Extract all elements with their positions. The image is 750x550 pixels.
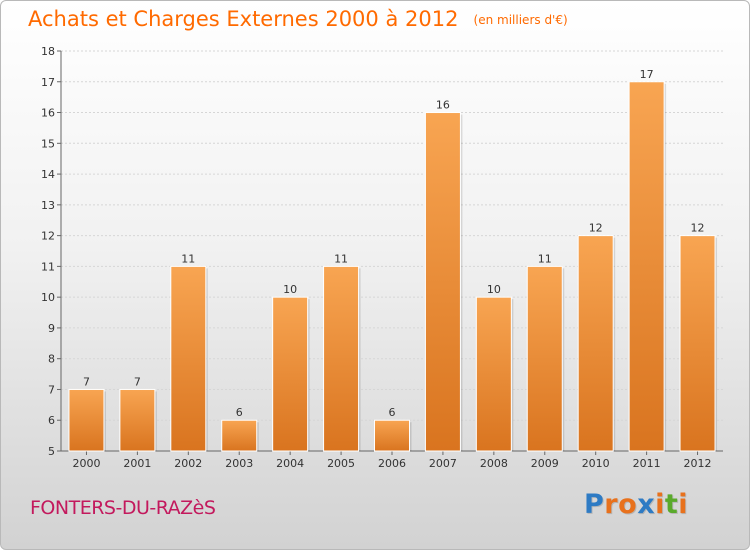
bar	[577, 235, 614, 452]
y-tick-label: 18	[41, 45, 55, 58]
logo-letter: i	[678, 489, 689, 520]
y-tick-label: 14	[41, 168, 55, 181]
bars	[68, 81, 718, 452]
grid-lines	[61, 50, 723, 452]
bar-value-label: 11	[181, 252, 195, 265]
chart-title: Achats et Charges Externes 2000 à 2012 (…	[28, 7, 568, 31]
x-tick-label: 2004	[276, 457, 304, 470]
bar	[68, 388, 105, 452]
bar	[119, 388, 156, 452]
bar-value-label: 17	[640, 68, 654, 81]
x-tick-label: 2001	[123, 457, 151, 470]
x-tick-label: 2002	[174, 457, 202, 470]
x-tick-label: 2010	[582, 457, 610, 470]
logo-letter: P	[584, 489, 605, 520]
bar-value-label: 12	[589, 222, 603, 235]
chart-subtitle: (en milliers d'€)	[473, 13, 568, 27]
x-tick-label: 2012	[684, 457, 712, 470]
bar	[170, 265, 207, 452]
bar	[221, 419, 258, 452]
logo-letter: t	[664, 489, 679, 520]
y-tick-label: 17	[41, 76, 55, 89]
bar	[424, 112, 461, 452]
bar	[272, 296, 309, 452]
bar	[679, 235, 716, 452]
bar-value-label: 10	[283, 283, 297, 296]
x-tick-label: 2011	[633, 457, 661, 470]
y-tick-label: 6	[48, 414, 55, 427]
axes: 5 6 7 8 9 10 11 12 13 14 15 16 17 18 2000 2001 2002 2003 2…	[41, 45, 723, 470]
bar-value-label: 11	[538, 252, 552, 265]
bar-value-label: 7	[83, 375, 90, 388]
bar-value-label: 12	[691, 222, 705, 235]
logo-letter: i	[655, 489, 665, 520]
y-tick-label: 13	[41, 199, 55, 212]
chart-title-text: Achats et Charges Externes 2000 à 2012	[28, 7, 459, 31]
proxiti-logo[interactable]: Proxiti	[584, 489, 688, 520]
x-tick-label: 2007	[429, 457, 457, 470]
logo-letter: r	[604, 489, 619, 520]
bar	[323, 265, 360, 452]
y-tick-label: 11	[41, 260, 55, 273]
logo-letter: x	[637, 489, 656, 520]
labels: 7 7 11 6 10 11 6 16 10 11 12 17 12	[83, 68, 705, 419]
bar	[628, 81, 665, 452]
bar	[526, 265, 563, 452]
x-tick-label: 2006	[378, 457, 406, 470]
x-tick-label: 2008	[480, 457, 508, 470]
bar-value-label: 6	[236, 406, 243, 419]
city-name: FONTERS-DU-RAZèS	[30, 497, 216, 519]
x-tick-label: 2009	[531, 457, 559, 470]
y-tick-label: 8	[48, 353, 55, 366]
bar-value-label: 11	[334, 252, 348, 265]
bar	[374, 419, 410, 452]
y-tick-label: 16	[41, 107, 55, 120]
bar-value-label: 10	[487, 283, 501, 296]
bar-value-label: 16	[436, 99, 450, 112]
x-tick-label: 2000	[72, 457, 100, 470]
y-tick-label: 10	[41, 291, 55, 304]
x-tick-label: 2003	[225, 457, 253, 470]
bar-value-label: 6	[389, 406, 396, 419]
logo-letter: o	[618, 489, 638, 520]
y-tick-label: 15	[41, 137, 55, 150]
y-tick-label: 12	[41, 230, 55, 243]
bar	[475, 296, 512, 452]
x-tick-label: 2005	[327, 457, 355, 470]
y-tick-label: 9	[48, 322, 55, 335]
y-tick-label: 5	[48, 445, 55, 458]
bar-value-label: 7	[134, 375, 141, 388]
y-tick-label: 7	[48, 383, 55, 396]
